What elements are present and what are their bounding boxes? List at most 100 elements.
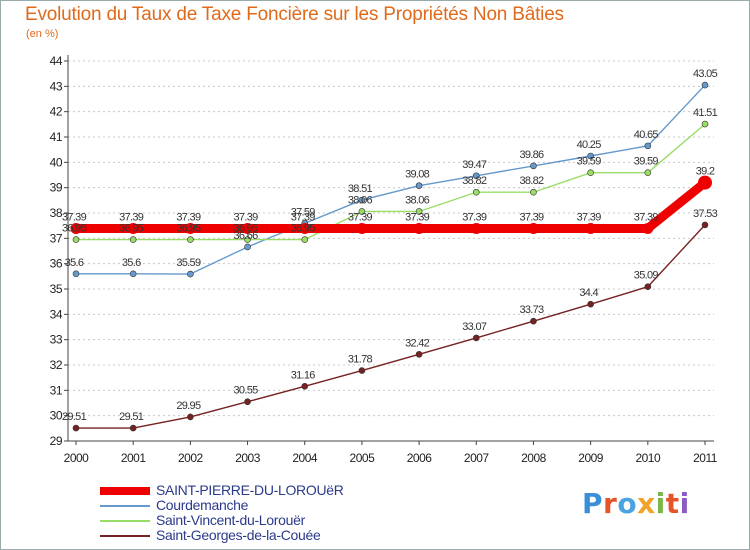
x-tick-label-2008: 2008 <box>521 451 547 465</box>
series-1-point-2008 <box>530 162 537 170</box>
series-1-label-2006: 39.08 <box>405 169 430 181</box>
series-0-point-2003 <box>242 222 254 234</box>
x-tick-label-2002: 2002 <box>178 451 204 465</box>
series-0-label-2000: 37.39 <box>62 211 87 223</box>
series-3-label-2010: 35.09 <box>634 270 659 282</box>
series-3-point-2000 <box>72 424 80 432</box>
series-0-point-2000 <box>70 222 82 234</box>
series-3-label-2008: 33.73 <box>519 304 544 316</box>
x-tick-label-2010: 2010 <box>635 451 661 465</box>
series-3-label-2001: 29.51 <box>119 411 144 423</box>
series-0-label-2005: 37.39 <box>348 211 373 223</box>
series-0-label-2006: 37.39 <box>405 211 430 223</box>
series-2-label-2006: 38.06 <box>405 194 430 206</box>
series-3-point-2009 <box>587 300 594 308</box>
series-0-point-2002 <box>184 222 196 234</box>
series-0-point-2011 <box>698 175 712 190</box>
x-tick-label-2009: 2009 <box>578 451 604 465</box>
series-3-point-2005 <box>358 367 366 374</box>
series-0-label-2009: 37.39 <box>577 211 602 223</box>
series-3-point-2010 <box>644 283 652 291</box>
series-1-point-2001 <box>129 270 137 278</box>
series-2-label-2003: 36.95 <box>234 223 259 235</box>
y-tick-label-42: 42 <box>50 105 63 119</box>
series-3-label-2000: 29.51 <box>62 411 87 423</box>
series-2-point-2008 <box>530 188 537 196</box>
series-2-label-2009: 39.59 <box>577 156 602 168</box>
series-0-point-2007 <box>470 222 482 234</box>
y-tick-label-36: 36 <box>50 257 63 271</box>
series-3-point-2011 <box>701 221 709 229</box>
series-0-point-2010 <box>642 222 654 234</box>
series-1-label-2001: 35.6 <box>122 257 141 269</box>
y-tick-label-32: 32 <box>50 358 63 372</box>
series-3-label-2011: 37.53 <box>693 208 718 220</box>
series-2-label-2002: 36.95 <box>176 223 201 235</box>
series-1-point-2002 <box>187 270 194 278</box>
y-tick-label-43: 43 <box>50 79 63 93</box>
series-2-label-2007: 38.82 <box>462 175 487 187</box>
series-3-label-2005: 31.78 <box>348 354 373 366</box>
y-tick-label-35: 35 <box>50 282 63 296</box>
series-2-point-2000 <box>72 236 80 243</box>
y-tick-label-29: 29 <box>50 434 63 448</box>
y-tick-label-38: 38 <box>50 206 63 220</box>
series-1-label-2010: 40.65 <box>634 129 659 141</box>
series-2-label-2010: 39.59 <box>634 156 659 168</box>
series-2-point-2007 <box>472 188 480 196</box>
series-0-point-2008 <box>527 222 539 234</box>
y-tick-label-39: 39 <box>50 181 63 195</box>
series-1-point-2010 <box>644 142 652 150</box>
series-3-label-2002: 29.95 <box>176 400 201 412</box>
series-3-label-2009: 34.4 <box>579 287 598 299</box>
series-1-point-2007 <box>472 172 480 180</box>
series-0-label-2007: 37.39 <box>462 211 487 223</box>
x-tick-label-2000: 2000 <box>64 451 90 465</box>
series-1-label-2009: 40.25 <box>577 139 602 151</box>
legend-swatch-2 <box>100 520 150 522</box>
series-1-point-2003 <box>244 243 251 251</box>
series-2-label-2000: 36.95 <box>62 223 87 235</box>
series-2-point-2005 <box>358 208 366 215</box>
y-tick-label-34: 34 <box>50 307 63 321</box>
y-tick-label-33: 33 <box>50 333 63 347</box>
series-3-label-2004: 31.16 <box>291 369 316 381</box>
y-tick-label-40: 40 <box>50 155 63 169</box>
series-0-point-2004 <box>299 222 311 234</box>
series-3-label-2006: 32.42 <box>405 337 430 349</box>
y-tick-label-37: 37 <box>50 231 63 245</box>
series-2-point-2009 <box>587 169 594 177</box>
series-2-label-2011: 41.51 <box>693 107 718 119</box>
series-0-label-2002: 37.39 <box>176 211 201 223</box>
series-3-point-2007 <box>472 334 480 342</box>
series-line-1 <box>75 84 706 275</box>
series-line-2 <box>75 123 706 241</box>
series-0-label-2004: 37.39 <box>291 211 316 223</box>
legend-swatch-3 <box>100 535 150 537</box>
legend-swatch-1 <box>100 505 150 507</box>
series-2-point-2001 <box>129 236 137 243</box>
series-0-label-2001: 37.39 <box>119 211 144 223</box>
proxiti-logo: Proxiti <box>582 487 690 520</box>
series-3-point-2003 <box>244 398 251 406</box>
y-tick-label-31: 31 <box>50 383 63 397</box>
legend-label-1: Courdemanche <box>156 497 249 513</box>
series-3-label-2007: 33.07 <box>462 321 487 333</box>
series-2-point-2002 <box>187 236 194 243</box>
series-3-label-2003: 30.55 <box>234 385 259 397</box>
series-1-label-2008: 39.86 <box>519 149 544 161</box>
series-1-label-2002: 35.59 <box>176 257 201 269</box>
x-tick-label-2003: 2003 <box>235 451 261 465</box>
y-axis-unit-label: (en %) <box>26 28 59 40</box>
x-tick-label-2001: 2001 <box>121 451 147 465</box>
series-1-label-2000: 35.6 <box>65 257 84 269</box>
legend-label-0: SAINT-PIERRE-DU-LOROUëR <box>156 482 344 498</box>
series-0-label-2010: 37.39 <box>634 211 659 223</box>
x-tick-label-2011: 2011 <box>693 451 718 465</box>
series-1-point-2006 <box>415 182 423 189</box>
legend-label-3: Saint-Georges-de-la-Couée <box>156 527 321 543</box>
series-2-point-2003 <box>244 236 251 243</box>
series-1-label-2007: 39.47 <box>462 159 487 171</box>
